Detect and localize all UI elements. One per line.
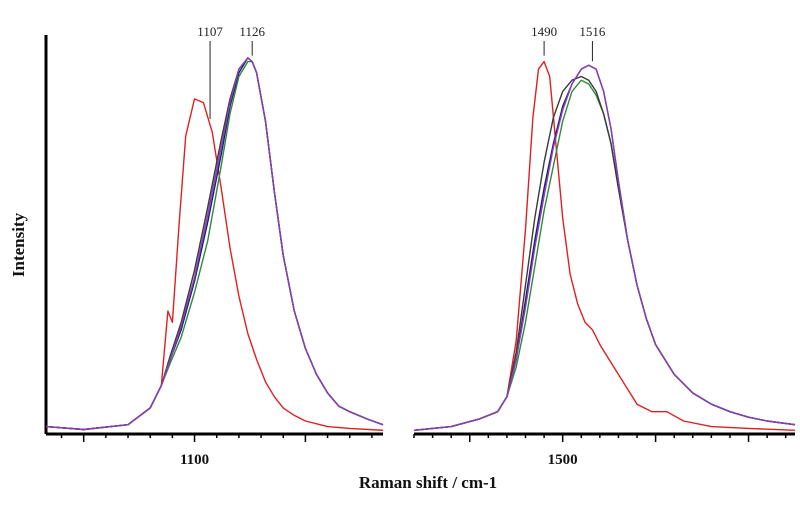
left-series-line-4 — [45, 57, 384, 431]
right-x-tick-label: 1500 — [548, 452, 578, 468]
right-panel: 1500 1490 1516 — [413, 24, 796, 468]
left-series-line-3 — [45, 57, 384, 431]
left-series-line-1 — [45, 57, 384, 431]
left-series-line-0 — [45, 98, 384, 431]
right-series-line-2 — [413, 79, 796, 431]
left-x-tick-label: 1100 — [180, 452, 209, 468]
left-panel: 1100 1107 1126 — [44, 24, 384, 468]
x-axis-title: Raman shift / cm-1 — [359, 473, 497, 492]
y-axis-title: Intensity — [9, 212, 28, 277]
right-series-line-0 — [413, 60, 796, 431]
left-peak-label: 1126 — [239, 24, 265, 39]
left-peak-label: 1107 — [197, 24, 223, 39]
right-peak-label: 1490 — [531, 24, 557, 39]
left-series-line-2 — [45, 60, 384, 431]
right-series-line-3 — [413, 75, 796, 431]
right-peak-label: 1516 — [579, 24, 606, 39]
right-series-line-4 — [413, 64, 796, 431]
